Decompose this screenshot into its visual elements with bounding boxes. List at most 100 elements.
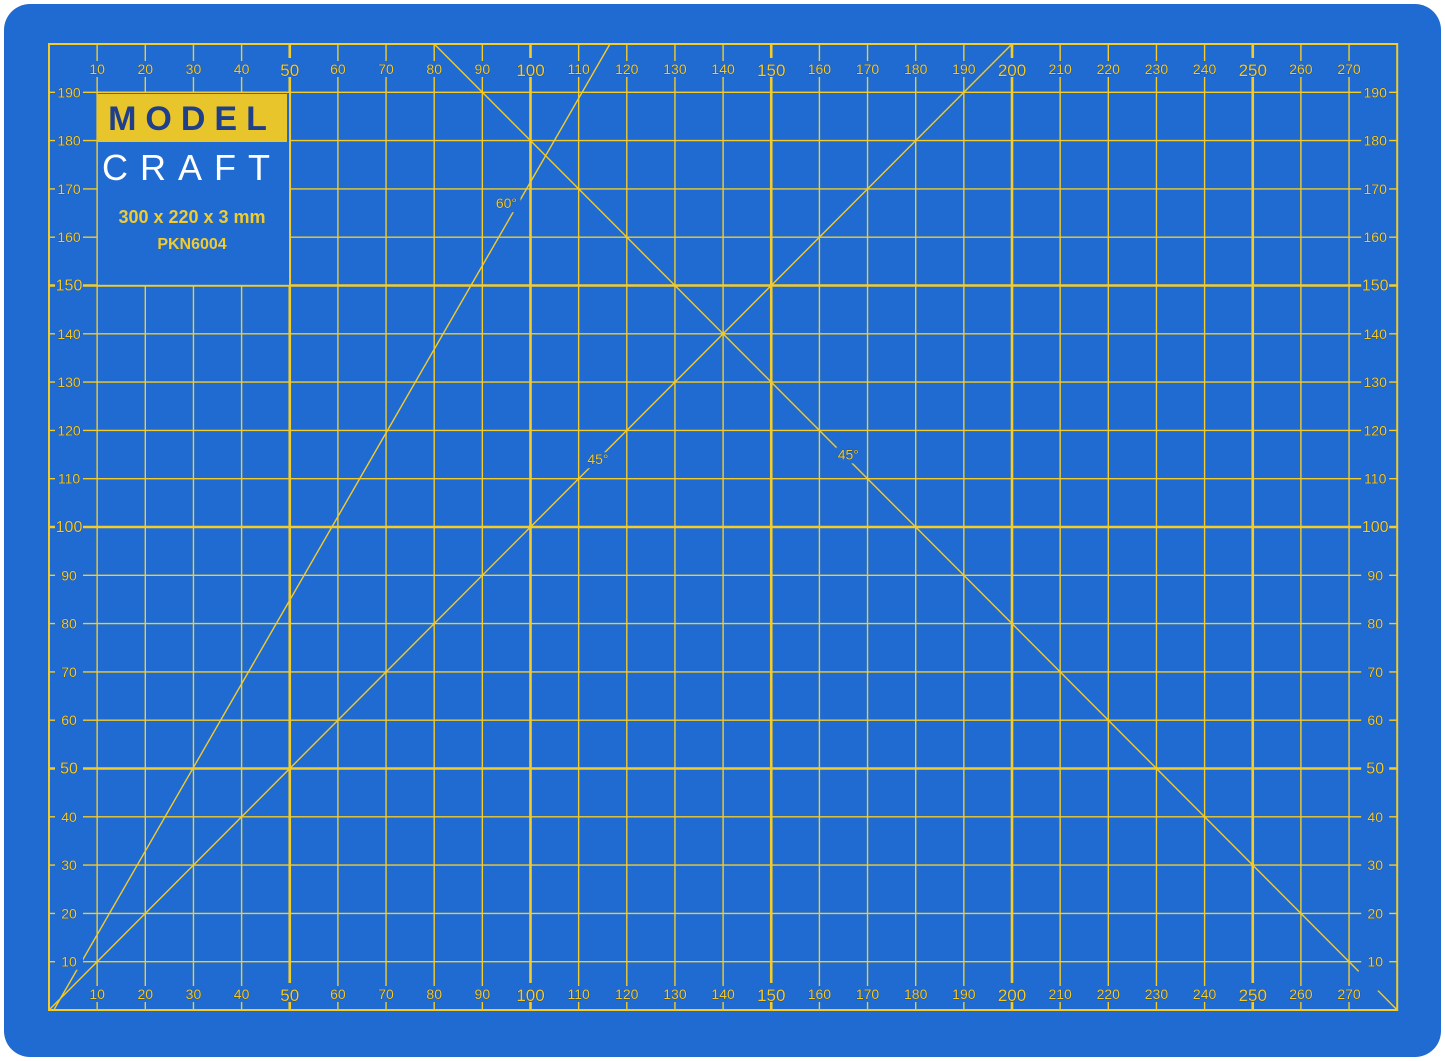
y-tick-label-right: 90 bbox=[1367, 567, 1383, 583]
tick-label-bg bbox=[471, 986, 494, 1002]
tick-label-bg bbox=[134, 986, 157, 1002]
tick-label-bg bbox=[758, 983, 785, 1002]
tick-label-bg bbox=[1338, 61, 1361, 77]
tick-label-bg bbox=[1361, 857, 1390, 874]
y-tick-label-left: 80 bbox=[61, 616, 77, 632]
x-tick-label-bottom: 80 bbox=[426, 986, 442, 1002]
y-tick-label-right: 20 bbox=[1367, 905, 1383, 921]
tick-label-bg bbox=[1097, 61, 1120, 77]
x-tick-label-top: 70 bbox=[378, 61, 394, 77]
y-tick-label-right: 100 bbox=[1362, 519, 1389, 536]
y-tick-label-left: 40 bbox=[61, 809, 77, 825]
x-tick-label-bottom: 170 bbox=[856, 986, 880, 1002]
tick-label-bg bbox=[1289, 61, 1312, 77]
x-tick-label-bottom: 40 bbox=[234, 986, 250, 1002]
tick-label-bg bbox=[808, 61, 831, 77]
tick-label-bg bbox=[856, 986, 879, 1002]
x-tick-label-bottom: 210 bbox=[1048, 986, 1072, 1002]
y-tick-label-right: 120 bbox=[1364, 422, 1388, 438]
tick-label-bg bbox=[615, 61, 638, 77]
tick-label-bg bbox=[1361, 519, 1390, 535]
y-tick-label-left: 180 bbox=[57, 133, 81, 149]
tick-label-bg bbox=[808, 986, 831, 1002]
tick-label-bg bbox=[1361, 808, 1390, 825]
y-tick-label-right: 160 bbox=[1364, 229, 1388, 245]
diagonal-45-left bbox=[48, 43, 1013, 1011]
tick-label-bg bbox=[1361, 712, 1390, 729]
tick-label-bg bbox=[1097, 986, 1120, 1002]
tick-label-bg bbox=[1361, 277, 1390, 294]
tick-label-bg bbox=[182, 986, 205, 1002]
tick-label-bg bbox=[182, 61, 205, 77]
tick-label-bg bbox=[1338, 986, 1361, 1002]
x-tick-label-top: 270 bbox=[1337, 61, 1361, 77]
angle-label-bg bbox=[494, 196, 521, 213]
tick-label-bg bbox=[55, 470, 83, 487]
tick-label-bg bbox=[952, 986, 975, 1002]
x-tick-label-top: 100 bbox=[516, 61, 544, 80]
x-tick-label-top: 80 bbox=[426, 61, 442, 77]
tick-label-bg bbox=[517, 58, 544, 77]
tick-label-bg bbox=[86, 61, 109, 77]
angle-label-45-right: 45° bbox=[838, 446, 859, 462]
y-tick-label-left: 130 bbox=[57, 374, 81, 390]
x-tick-label-top: 160 bbox=[808, 61, 832, 77]
tick-label-bg bbox=[55, 712, 83, 729]
tick-label-bg bbox=[375, 986, 398, 1002]
x-tick-label-top: 50 bbox=[280, 61, 299, 80]
tick-label-bg bbox=[55, 84, 83, 101]
tick-label-bg bbox=[1361, 470, 1390, 487]
tick-label-bg bbox=[55, 953, 83, 970]
y-tick-label-left: 140 bbox=[57, 326, 81, 342]
x-tick-label-bottom: 250 bbox=[1239, 986, 1267, 1005]
tick-label-bg bbox=[55, 857, 83, 874]
y-tick-label-left: 120 bbox=[57, 422, 81, 438]
x-tick-label-bottom: 150 bbox=[757, 986, 785, 1005]
tick-label-bg bbox=[1361, 905, 1390, 922]
tick-label-bg bbox=[55, 325, 83, 342]
tick-label-bg bbox=[712, 986, 735, 1002]
y-tick-label-right: 60 bbox=[1367, 712, 1383, 728]
x-tick-label-top: 180 bbox=[904, 61, 928, 77]
x-tick-label-top: 110 bbox=[567, 61, 590, 77]
tick-label-bg bbox=[999, 58, 1025, 77]
tick-label-bg bbox=[712, 61, 735, 77]
angle-label-bg bbox=[836, 447, 863, 464]
x-tick-label-bottom: 10 bbox=[89, 986, 105, 1002]
x-tick-label-top: 170 bbox=[856, 61, 880, 77]
angle-label-45-left: 45° bbox=[587, 451, 608, 467]
y-tick-label-left: 70 bbox=[61, 664, 77, 680]
y-tick-label-left: 30 bbox=[61, 857, 77, 873]
tick-label-bg bbox=[663, 986, 686, 1002]
tick-label-bg bbox=[55, 277, 83, 294]
y-tick-label-right: 180 bbox=[1364, 133, 1388, 149]
tick-label-bg bbox=[230, 986, 253, 1002]
product-code: PKN6004 bbox=[157, 236, 227, 253]
y-tick-label-left: 60 bbox=[61, 712, 77, 728]
x-tick-label-bottom: 130 bbox=[663, 986, 687, 1002]
tick-label-bg bbox=[1239, 983, 1266, 1002]
tick-label-bg bbox=[952, 61, 975, 77]
y-tick-label-right: 70 bbox=[1367, 664, 1383, 680]
y-tick-label-left: 10 bbox=[61, 954, 77, 970]
y-tick-label-right: 50 bbox=[1366, 761, 1384, 778]
tick-label-bg bbox=[1361, 132, 1390, 149]
tick-label-bg bbox=[423, 986, 446, 1002]
tick-label-bg bbox=[55, 615, 83, 632]
x-tick-label-top: 10 bbox=[89, 61, 105, 77]
x-tick-label-bottom: 140 bbox=[711, 986, 735, 1002]
tick-label-bg bbox=[1049, 61, 1072, 77]
x-tick-label-top: 210 bbox=[1048, 61, 1072, 77]
x-tick-label-top: 140 bbox=[711, 61, 735, 77]
tick-label-bg bbox=[1361, 422, 1390, 439]
x-tick-label-bottom: 30 bbox=[186, 986, 202, 1002]
x-tick-label-top: 240 bbox=[1193, 61, 1217, 77]
tick-label-bg bbox=[55, 519, 83, 535]
x-tick-label-top: 120 bbox=[615, 61, 639, 77]
x-tick-label-bottom: 230 bbox=[1145, 986, 1169, 1002]
y-tick-label-left: 50 bbox=[60, 761, 78, 778]
diagonal-45-right bbox=[433, 43, 1360, 972]
tick-label-bg bbox=[55, 229, 83, 246]
x-tick-label-top: 20 bbox=[138, 61, 154, 77]
x-tick-label-bottom: 260 bbox=[1289, 986, 1313, 1002]
